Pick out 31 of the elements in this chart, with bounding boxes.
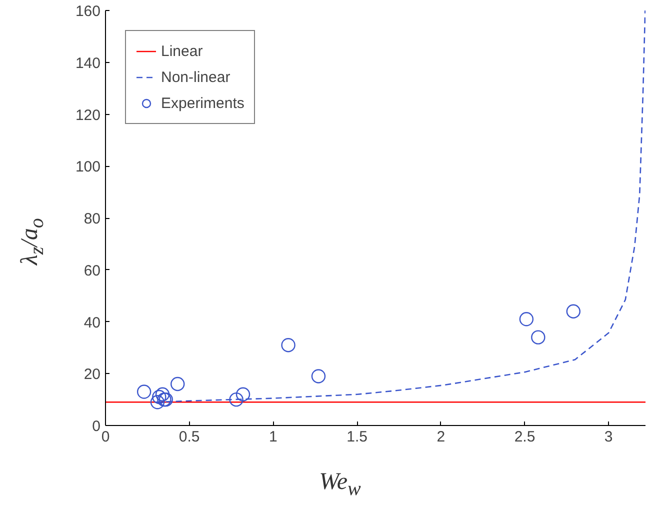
y-tick-label: 120 — [75, 106, 101, 124]
point — [311, 369, 326, 384]
point — [150, 395, 165, 410]
legend-label: Non-linear — [161, 68, 230, 86]
point — [519, 312, 534, 326]
x-tick-label: 1.5 — [346, 428, 368, 446]
point — [170, 376, 185, 392]
y-tick-label: 40 — [84, 314, 101, 332]
x-tick-label: 0.5 — [178, 428, 200, 446]
point — [229, 392, 244, 407]
point — [155, 387, 170, 402]
legend-label: Linear — [161, 42, 203, 60]
x-axis-title: We$_{w}$ — [318, 468, 362, 502]
legend-label: Experiments — [161, 94, 244, 112]
y-tick-label: 0 — [92, 418, 100, 435]
point — [531, 330, 546, 344]
y-tick-label: 60 — [84, 262, 101, 280]
y-tick-label: 140 — [75, 54, 101, 72]
y-tick-label: 160 — [75, 3, 101, 20]
x-tick-label: 2 — [436, 428, 446, 446]
point — [236, 387, 250, 402]
x-tick-label: 3 — [604, 428, 613, 446]
y-tick-label: 80 — [84, 210, 101, 228]
y-tick-label: 100 — [75, 158, 101, 176]
x-tick-label: 1 — [269, 428, 278, 446]
point — [281, 338, 296, 352]
point — [152, 390, 166, 404]
point — [136, 384, 152, 399]
point — [566, 304, 580, 318]
x-tick-label: 2.5 — [514, 428, 536, 446]
y-tick-label: 20 — [84, 366, 101, 384]
